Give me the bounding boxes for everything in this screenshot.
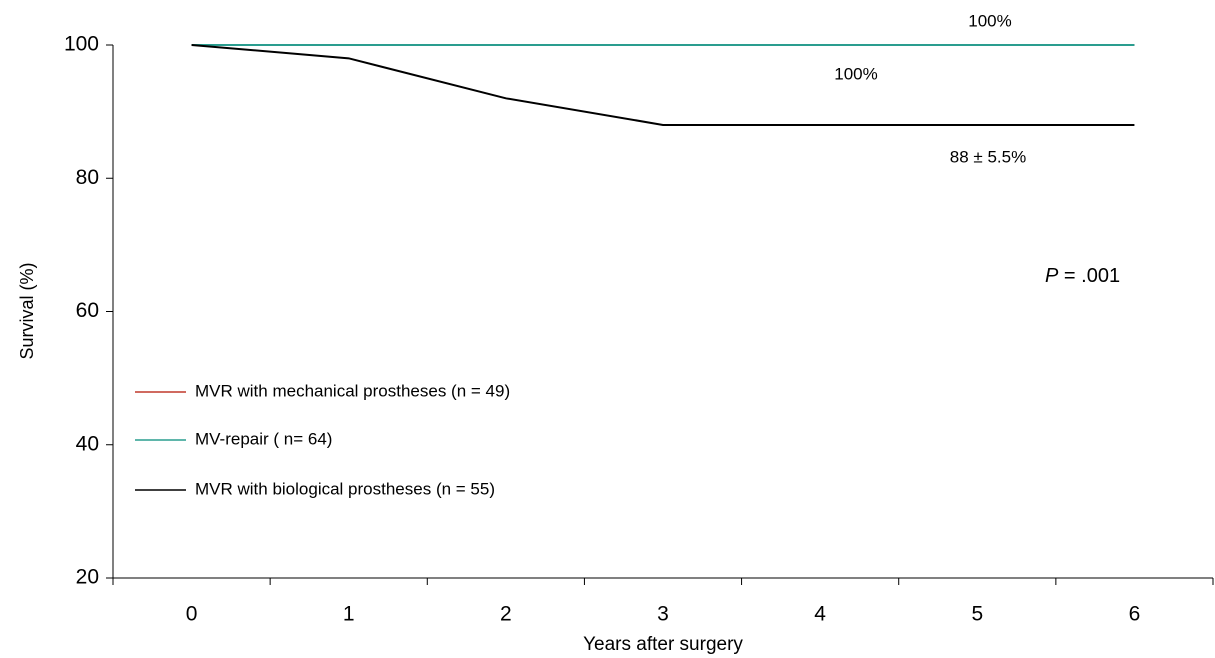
legend-label: MVR with biological prostheses (n = 55)	[195, 479, 495, 498]
p-value: P = .001	[1045, 265, 1120, 287]
x-tick-label: 5	[971, 603, 983, 626]
x-tick-label: 3	[657, 603, 669, 626]
legend-label: MV-repair ( n= 64)	[195, 429, 332, 448]
x-tick-label: 6	[1129, 603, 1141, 626]
p-symbol: P	[1045, 265, 1059, 287]
annotation: 88 ± 5.5%	[950, 147, 1026, 166]
y-tick-label: 40	[76, 432, 99, 455]
annotation: 100%	[834, 64, 877, 83]
series-line	[191, 44, 1135, 126]
legend-label: MVR with mechanical prostheses (n = 49)	[195, 381, 510, 400]
x-tick-label: 0	[186, 603, 198, 626]
y-tick-label: 100	[64, 33, 99, 56]
p-text: = .001	[1064, 265, 1120, 287]
y-tick-label: 80	[76, 166, 99, 189]
y-tick-label: 20	[76, 566, 99, 589]
x-tick-label: 2	[500, 603, 512, 626]
y-axis-label: Survival (%)	[17, 262, 37, 359]
annotation: 100%	[968, 11, 1011, 30]
y-tick-label: 60	[76, 299, 99, 322]
x-tick-label: 4	[814, 603, 826, 626]
x-axis-label: Years after surgery	[583, 634, 743, 655]
x-tick-label: 1	[343, 603, 355, 626]
